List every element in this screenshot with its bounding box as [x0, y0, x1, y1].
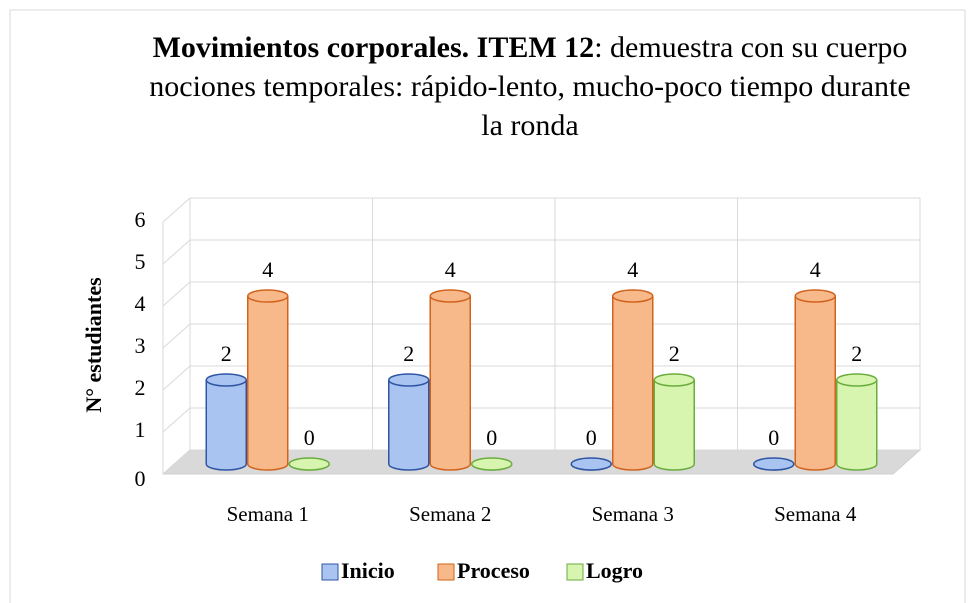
cylinder-outline	[653, 380, 695, 471]
cylinder-outline	[429, 296, 471, 471]
cylinder-cap	[205, 373, 247, 387]
cylinder-outline	[247, 296, 289, 471]
grid-line-side	[162, 281, 191, 307]
data-label: 4	[627, 257, 638, 282]
grid-line-side	[162, 449, 191, 475]
cylinder-cap	[570, 457, 612, 471]
grid-line-side	[162, 197, 191, 223]
x-tick-label: Semana 3	[592, 502, 674, 526]
cylinder-cap	[471, 457, 513, 471]
x-tick-label: Semana 1	[227, 502, 309, 526]
legend-swatch	[566, 563, 584, 581]
grid-line-side	[162, 239, 191, 265]
grid-line-side	[162, 365, 191, 391]
y-tick-label: 0	[135, 466, 146, 491]
y-tick-label: 2	[135, 375, 146, 400]
legend-swatch	[437, 563, 455, 581]
cylinder-cap	[753, 457, 795, 471]
cylinder-outline	[612, 296, 654, 471]
data-label: 0	[304, 425, 315, 450]
title-bold: Movimientos corporales. ITEM 12	[152, 31, 595, 64]
title-rest: : demuestra con su cuerpo nociones tempo…	[149, 31, 911, 142]
data-label: 4	[810, 257, 821, 282]
x-tick-label: Semana 4	[774, 502, 857, 526]
cylinder-outline	[836, 380, 878, 471]
legend-label: Logro	[586, 558, 643, 583]
cylinder-cap	[653, 373, 695, 387]
grid-line-side	[162, 407, 191, 433]
y-tick-label: 5	[135, 249, 146, 274]
y-tick-label: 6	[135, 207, 146, 232]
chart-border	[9, 9, 966, 603]
cylinder-outline	[388, 380, 430, 471]
legend-swatch	[321, 563, 339, 581]
data-label: 2	[669, 341, 680, 366]
y-tick-label: 3	[135, 333, 146, 358]
legend-label: Proceso	[457, 558, 530, 583]
y-axis-label: N° estudiantes	[81, 277, 106, 413]
cylinder-cap	[429, 289, 471, 303]
data-label: 2	[851, 341, 862, 366]
y-tick-label: 1	[135, 417, 146, 442]
data-label: 0	[768, 425, 779, 450]
data-label: 4	[262, 257, 273, 282]
cylinder-cap	[388, 373, 430, 387]
data-label: 4	[445, 257, 456, 282]
grid-line-side	[162, 323, 191, 349]
chart-title: Movimientos corporales. ITEM 12: demuest…	[140, 28, 920, 145]
legend-label: Inicio	[341, 558, 395, 583]
x-tick-label: Semana 2	[409, 502, 491, 526]
cylinder-cap	[794, 289, 836, 303]
cylinder-cap	[247, 289, 289, 303]
data-label: 0	[486, 425, 497, 450]
data-label: 2	[221, 341, 232, 366]
cylinder-outline	[794, 296, 836, 471]
data-label: 2	[403, 341, 414, 366]
data-label: 0	[586, 425, 597, 450]
cylinder-cap	[612, 289, 654, 303]
y-tick-label: 4	[135, 291, 146, 316]
cylinder-outline	[205, 380, 247, 471]
cylinder-cap	[836, 373, 878, 387]
cylinder-cap	[288, 457, 330, 471]
